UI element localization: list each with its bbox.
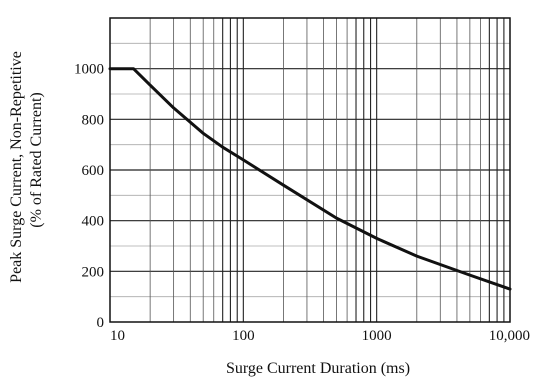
x-axis-label: Surge Current Duration (ms): [226, 360, 410, 377]
x-tick-label: 10,000: [489, 328, 530, 344]
y-axis-label-line-2: (% of Rated Current): [28, 92, 45, 228]
y-tick-label: 600: [82, 163, 105, 179]
series-layer: [108, 67, 512, 291]
y-axis-ticks: 0 200 400 600 800 1000: [74, 62, 104, 331]
x-tick-label: 1000: [362, 328, 392, 344]
y-tick-label: 800: [82, 112, 105, 128]
x-tick-label: 10: [110, 328, 125, 344]
series-line: [108, 67, 512, 291]
x-axis-ticks: 10 100 1000 10,000: [110, 328, 530, 344]
plot-area-frame: [109, 17, 511, 323]
y-tick-label: 1000: [74, 62, 104, 78]
grid-layer: [110, 18, 510, 322]
y-tick-label: 200: [82, 264, 105, 280]
y-axis-label-line-1: Peak Surge Current, Non-Repetitive: [8, 51, 25, 283]
y-tick-label: 0: [97, 315, 105, 331]
y-tick-label: 400: [82, 214, 105, 230]
x-tick-label: 100: [232, 328, 255, 344]
